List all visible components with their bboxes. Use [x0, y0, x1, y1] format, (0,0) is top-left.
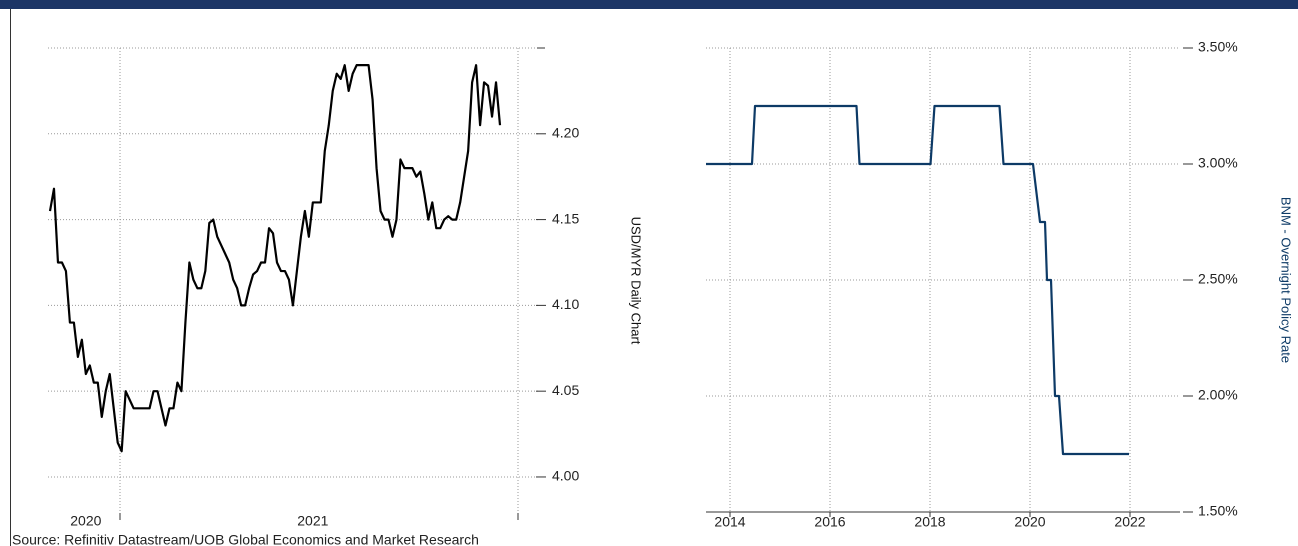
- y-axis-label: BNM - Overnight Policy Rate: [1279, 197, 1294, 363]
- y-tick-label: 3.50%: [1198, 39, 1238, 55]
- x-tick-label: 2016: [814, 514, 845, 530]
- y-tick-label: 4.15: [552, 210, 579, 226]
- y-tick-label: 1.50%: [1198, 503, 1238, 519]
- source: Source: Refinitiv Datastream/UOB Global …: [12, 532, 479, 546]
- y-tick-label: 3.00%: [1198, 155, 1238, 171]
- x-tick-label: 2014: [714, 514, 745, 530]
- x-tick-label: 2018: [914, 514, 945, 530]
- line-series: [706, 104, 1129, 456]
- top-bar: [0, 0, 1298, 9]
- y-tick-label: 2.50%: [1198, 271, 1238, 287]
- x-tick-label: 2022: [1114, 514, 1145, 530]
- x-tick-label: 2020: [1014, 514, 1045, 530]
- y-tick-label: 4.20: [552, 124, 579, 140]
- y-tick-label: 2.00%: [1198, 387, 1238, 403]
- line-series: [48, 64, 502, 453]
- y-tick-label: 4.05: [552, 382, 579, 398]
- y-tick-label: 4.10: [552, 296, 579, 312]
- x-tick-label: 2021: [297, 513, 328, 529]
- x-tick-label: 2020: [70, 513, 101, 529]
- y-axis-label: USD/MYR Daily Chart: [629, 217, 644, 345]
- y-tick-label: 4.00: [552, 468, 579, 484]
